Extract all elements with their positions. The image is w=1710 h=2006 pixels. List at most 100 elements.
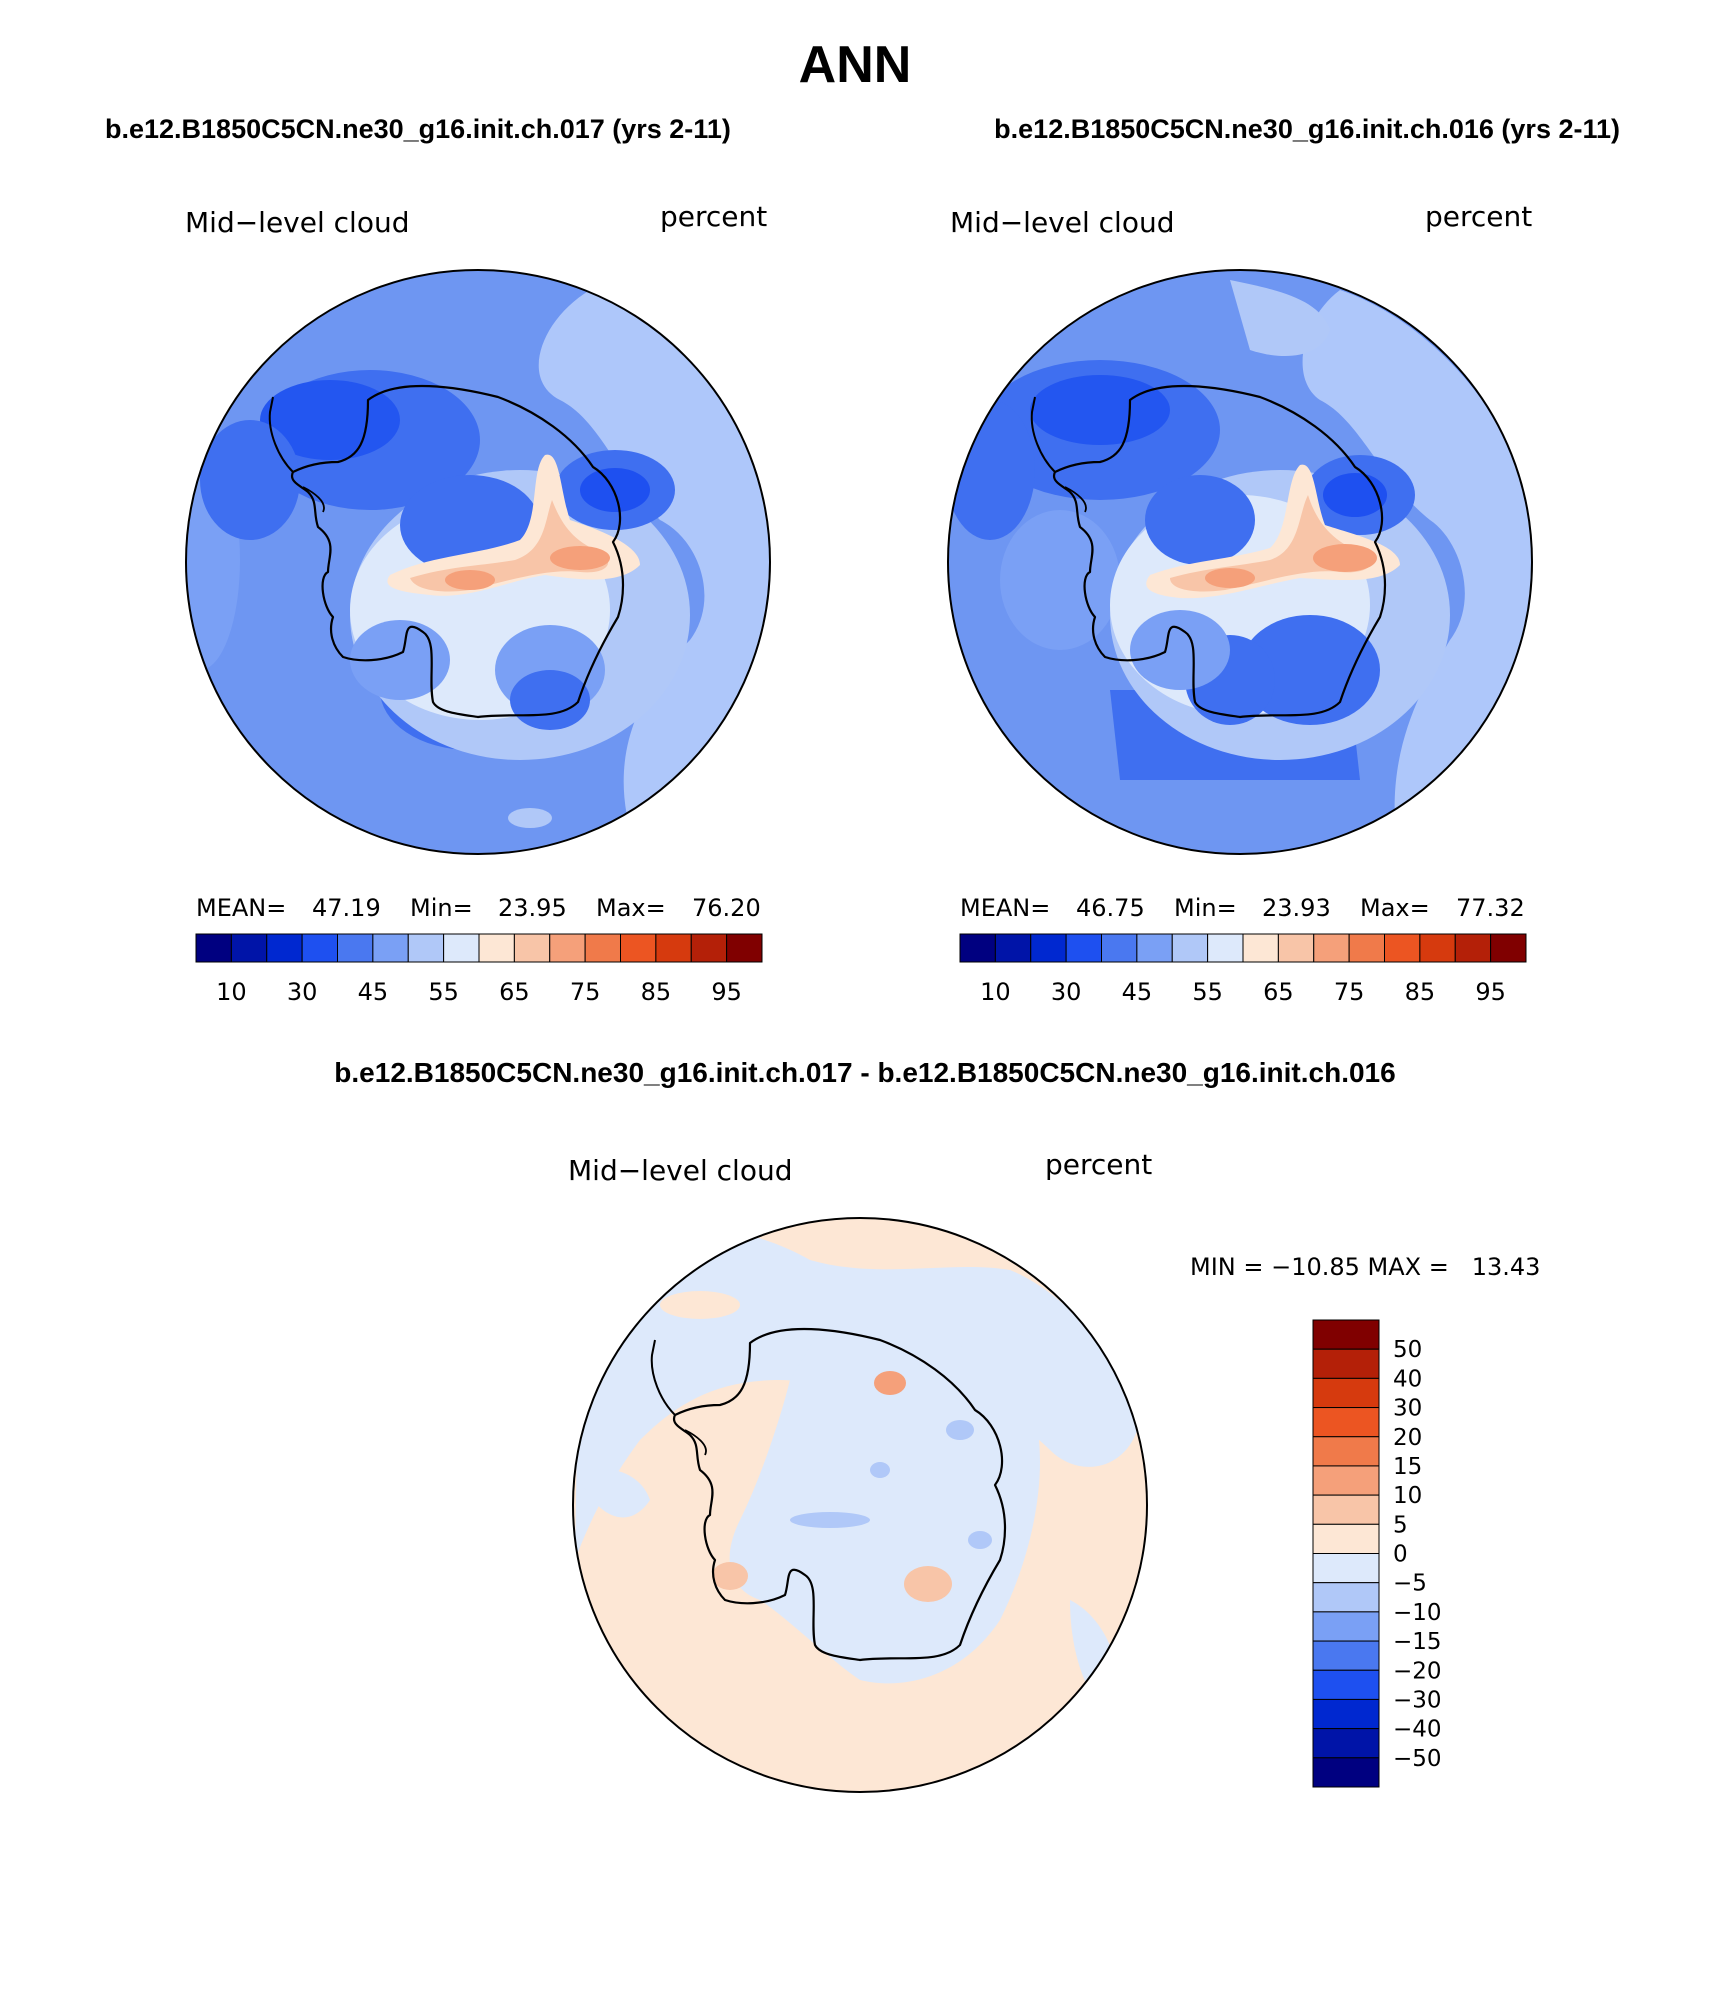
diff-colorbar-swatch <box>1312 1377 1380 1409</box>
panel-1-colorbar-swatch <box>549 933 586 963</box>
diff-colorbar-swatch <box>1312 1582 1380 1613</box>
diff-colorbar-tick-label: −50 <box>1393 1746 1442 1772</box>
panel-1-min-label: Min= <box>410 894 473 922</box>
diff-colorbar-tick-label: 0 <box>1393 1542 1408 1568</box>
panel-2-colorbar-tick-label: 75 <box>1334 978 1365 1006</box>
diff-colorbar-tick-label: −10 <box>1393 1600 1442 1626</box>
panel-1-colorbar-swatch <box>478 933 515 963</box>
diff-title: b.e12.B1850C5CN.ne30_g16.init.ch.017 - b… <box>334 1057 1395 1088</box>
panel-2-colorbar-swatch <box>1490 933 1527 963</box>
panel-1-colorbar-tick-label: 55 <box>428 978 459 1006</box>
panel-2-units: percent <box>1425 200 1532 233</box>
panel-1-colorbar-swatch <box>301 933 338 963</box>
panel-1-mean: 47.19 <box>312 894 381 922</box>
panel-1-colorbar-tick-label: 30 <box>287 978 318 1006</box>
panel-2-colorbar-swatch <box>1313 933 1350 963</box>
diff-colorbar-swatch <box>1312 1640 1380 1671</box>
panel-2-colorbar-swatch <box>1277 933 1315 963</box>
panel-1-colorbar-swatch <box>726 933 763 963</box>
diff-colorbar-swatch <box>1312 1523 1380 1554</box>
diff-colorbar-tick-label: −5 <box>1393 1571 1427 1597</box>
diff-colorbar-swatch <box>1312 1669 1380 1700</box>
panel-2-colorbar-swatch <box>1242 933 1279 963</box>
panel-1-units: percent <box>660 200 767 233</box>
panel-1-max-label: Max= <box>596 894 666 922</box>
panel-2-colorbar-swatch <box>1384 933 1421 963</box>
panel-1-colorbar: 10 30 45 55 65 75 85 95 <box>195 933 763 1006</box>
panel-1-map <box>185 269 771 855</box>
panel-2-min: 23.93 <box>1262 894 1331 922</box>
panel-2-max-label: Max= <box>1360 894 1430 922</box>
panel-1-colorbar-swatch <box>690 933 728 963</box>
panel-2-colorbar-tick-label: 55 <box>1192 978 1223 1006</box>
diff-map-border <box>572 1217 1148 1793</box>
panel-2-variable: Mid−level cloud <box>950 206 1174 239</box>
panel-2-colorbar-tick-label: 85 <box>1405 978 1436 1006</box>
diff-panel: Mid−level cloud percent MIN = −10.85 MAX… <box>568 1148 1540 1793</box>
panel-1-colorbar-tick-label: 95 <box>711 978 742 1006</box>
panel-1-max: 76.20 <box>692 894 761 922</box>
panel-1-colorbar-tick-label: 10 <box>216 978 247 1006</box>
panel-1-colorbar-tick-label: 75 <box>570 978 601 1006</box>
diff-colorbar-tick-label: 15 <box>1393 1454 1422 1480</box>
panel-2-colorbar-tick-label: 10 <box>980 978 1011 1006</box>
panel-2-mean: 46.75 <box>1076 894 1145 922</box>
panel-2-map-border <box>947 269 1533 855</box>
diff-colorbar-swatch <box>1312 1348 1380 1379</box>
panel-2-colorbar-tick-label: 30 <box>1051 978 1082 1006</box>
panel-2-colorbar-swatch <box>1171 933 1209 963</box>
panel-1-colorbar-swatch <box>266 933 303 963</box>
panel-2-subtitle: b.e12.B1850C5CN.ne30_g16.init.ch.016 (yr… <box>994 114 1620 144</box>
panel-1-colorbar-swatch <box>230 933 268 963</box>
diff-units: percent <box>1045 1148 1152 1181</box>
panel-2-max: 77.32 <box>1456 894 1525 922</box>
panel-2-colorbar-swatch <box>1030 933 1067 963</box>
panel-1-min: 23.95 <box>498 894 567 922</box>
diff-colorbar-swatch <box>1312 1698 1380 1730</box>
panel-1-colorbar-swatch <box>407 933 445 963</box>
panel-1-variable: Mid−level cloud <box>185 206 409 239</box>
diff-colorbar-swatch <box>1312 1757 1380 1788</box>
panel-2-colorbar-swatch <box>1065 933 1102 963</box>
panel-2-colorbar-swatch <box>1454 933 1492 963</box>
panel-1-map-border <box>185 269 771 855</box>
panel-2-colorbar-swatch <box>1136 933 1173 963</box>
panel-2-min-label: Min= <box>1174 894 1237 922</box>
diff-colorbar-swatch <box>1312 1436 1380 1467</box>
panel-2-map <box>947 269 1533 855</box>
panel-2: Mid−level cloud percent <box>947 200 1533 1006</box>
panel-2-colorbar-swatch <box>1419 933 1456 963</box>
panel-1-colorbar-swatch <box>620 933 657 963</box>
panel-1-colorbar-swatch <box>195 933 232 963</box>
diff-colorbar-swatch <box>1312 1728 1380 1759</box>
panel-2-colorbar-swatch <box>994 933 1032 963</box>
diff-colorbar-tick-label: −20 <box>1393 1658 1442 1684</box>
panel-2-colorbar-swatch <box>1207 933 1244 963</box>
panel-2-colorbar: 10 30 45 55 65 75 85 95 <box>959 933 1527 1006</box>
panel-1-subtitle: b.e12.B1850C5CN.ne30_g16.init.ch.017 (yr… <box>105 114 731 144</box>
diff-colorbar-tick-label: 50 <box>1393 1337 1422 1363</box>
diff-colorbar-swatch <box>1312 1407 1380 1438</box>
diff-colorbar-tick-label: −30 <box>1393 1687 1442 1713</box>
panel-2-colorbar-swatch <box>959 933 996 963</box>
diff-map <box>572 1217 1148 1793</box>
diff-colorbar-tick-label: −40 <box>1393 1717 1442 1743</box>
panel-1: Mid−level cloud percent <box>185 200 771 1006</box>
panel-2-colorbar-tick-label: 95 <box>1475 978 1506 1006</box>
diff-variable: Mid−level cloud <box>568 1154 792 1187</box>
panel-1-mean-label: MEAN= <box>196 894 286 922</box>
panel-1-colorbar-swatch <box>443 933 480 963</box>
panel-2-colorbar-tick-label: 65 <box>1263 978 1294 1006</box>
panel-1-colorbar-swatch <box>584 933 621 963</box>
diff-colorbar-swatch <box>1312 1553 1380 1584</box>
diff-colorbar-swatch <box>1312 1611 1380 1642</box>
panel-1-colorbar-tick-label: 45 <box>358 978 389 1006</box>
diff-colorbar-swatch <box>1312 1465 1380 1496</box>
panel-1-colorbar-swatch <box>337 933 374 963</box>
diff-colorbar-tick-label: 5 <box>1393 1512 1408 1538</box>
diff-colorbar-swatch <box>1312 1319 1380 1350</box>
panel-1-colorbar-tick-label: 65 <box>499 978 530 1006</box>
diff-colorbar-tick-label: 10 <box>1393 1483 1422 1509</box>
